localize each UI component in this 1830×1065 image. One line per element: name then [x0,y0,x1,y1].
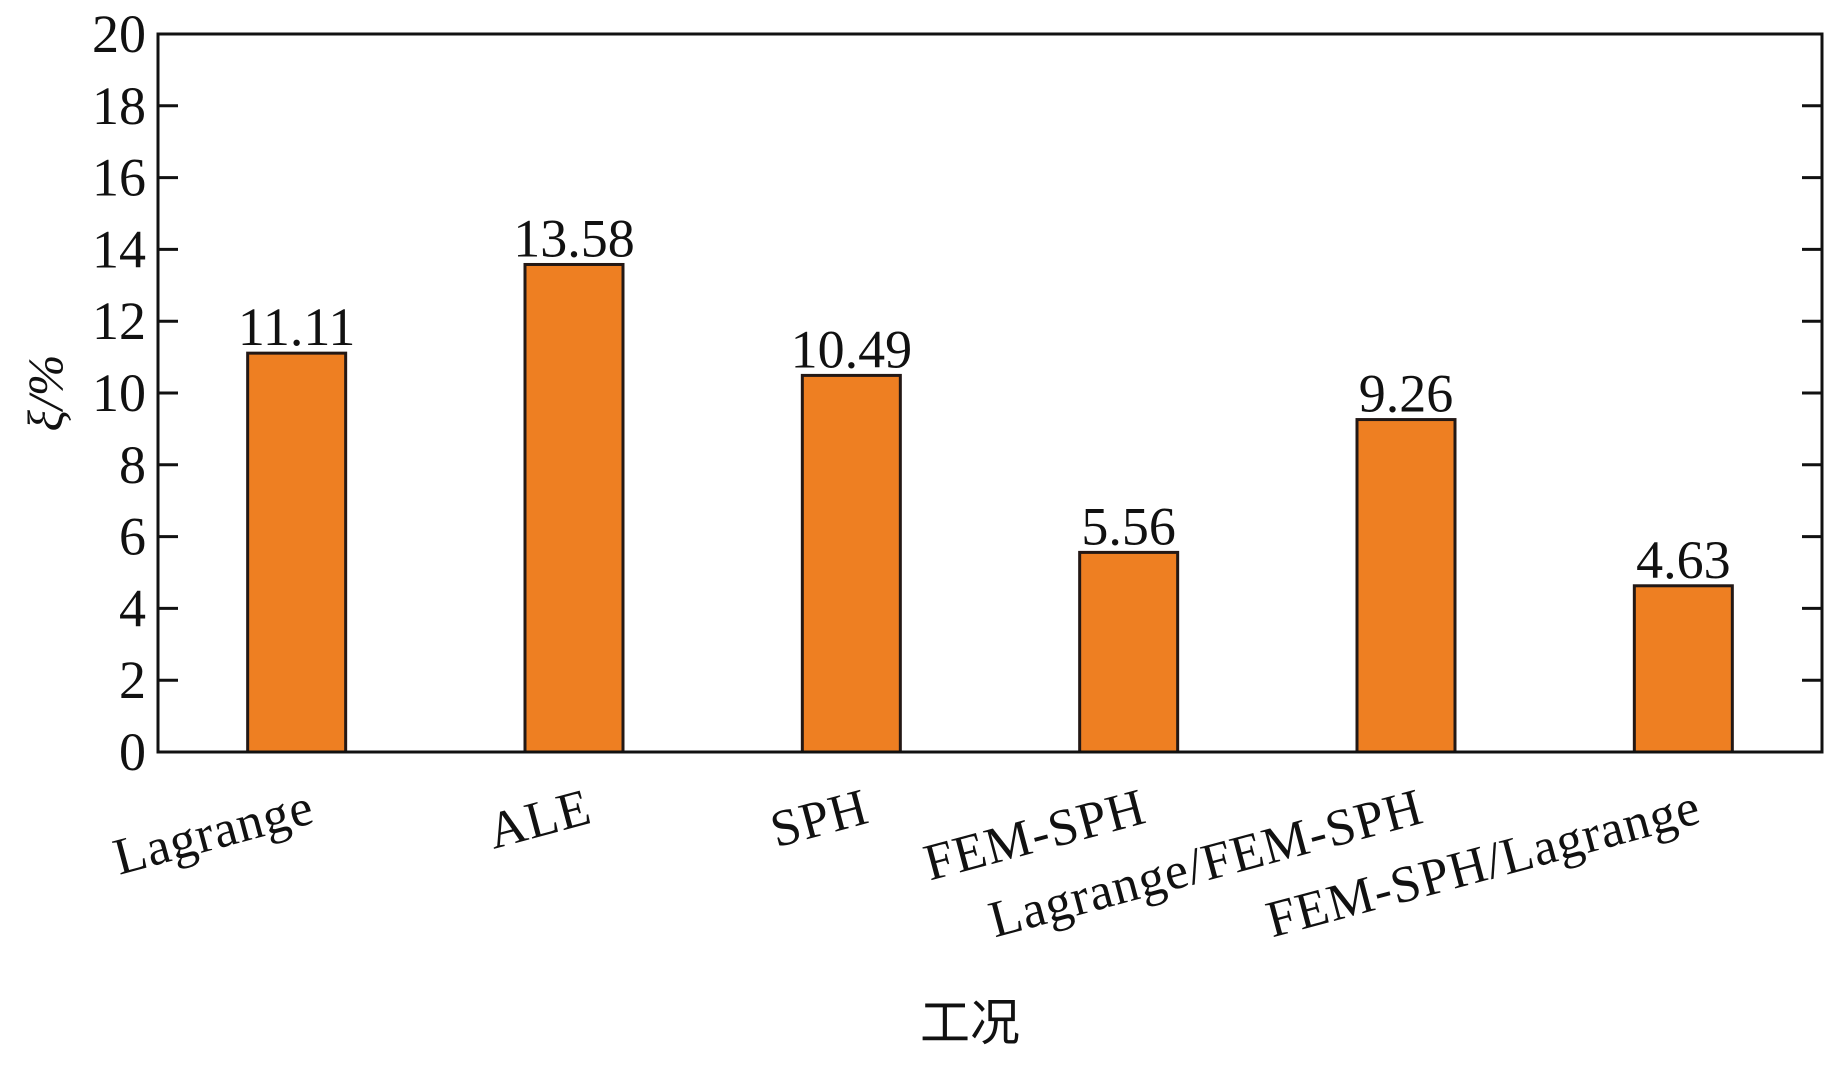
y-tick-label: 18 [92,76,146,136]
plot-area-frame [156,32,1824,754]
bars [246,262,1734,754]
y-tick-label: 6 [119,507,146,567]
y-tick-label: 2 [119,650,146,710]
bar-value-label: 11.11 [238,297,356,357]
y-tick-label: 8 [119,435,146,495]
y-tick-label: 14 [92,219,146,279]
bar-value-label: 4.63 [1636,530,1731,590]
y-tick-label: 12 [92,291,146,351]
bar-fem-sph [1078,550,1180,754]
y-tick-label: 4 [119,578,146,638]
y-tick-label: 0 [119,722,146,782]
bar-value-label: 13.58 [513,208,635,268]
bar-lagrange-fem-sph [1355,418,1457,754]
x-tick-label: SPH [765,779,875,860]
x-tick-label: ALE [482,779,597,861]
bar-value-label: 5.56 [1081,496,1176,556]
x-axis-label: 工况 [920,995,1020,1051]
bar-fem-sph-lagrange [1632,584,1734,754]
bar-value-label: 10.49 [791,319,913,379]
y-axis-label: ξ/% [17,355,73,432]
x-tick-label: Lagrange [108,779,320,887]
y-tick-label: 10 [92,363,146,423]
bar-ale [523,262,625,754]
y-tick-label: 20 [92,4,146,64]
value-labels: 11.11 13.58 10.49 5.56 9.26 4.63 [238,208,1731,589]
bar-value-label: 9.26 [1359,364,1454,424]
y-ticks: 0 2 4 6 8 10 12 14 16 18 20 [92,4,1822,782]
bar-sph [800,373,902,754]
y-tick-label: 16 [92,148,146,208]
bar-lagrange [246,351,348,754]
x-tick-labels: Lagrange ALE SPH FEM-SPHLagrange/FEM-SPHFEM… [108,779,1707,950]
